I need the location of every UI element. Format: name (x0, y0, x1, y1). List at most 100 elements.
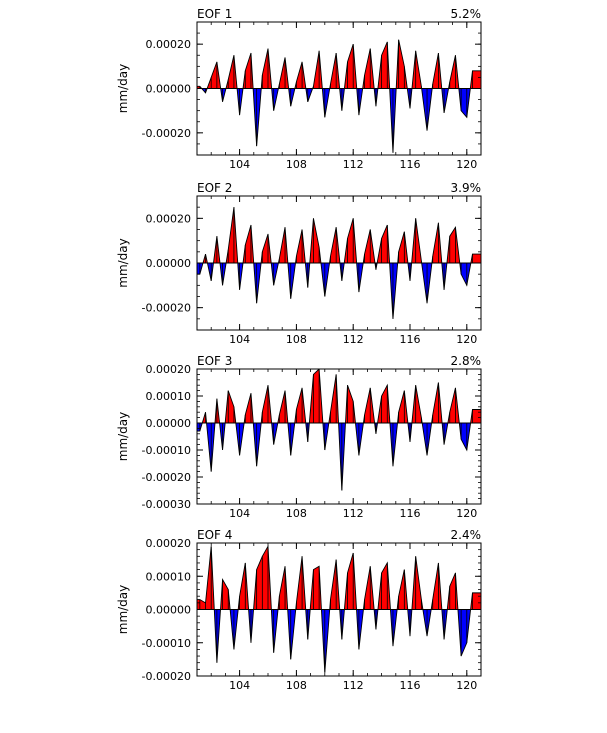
negative-area (356, 88, 363, 116)
y-tick-label: -0.00020 (142, 471, 191, 484)
eof-panel-3: 104 108 112 116 120 0.00020 0.00010 0.00000 -0.0… (116, 354, 482, 520)
positive-area (411, 385, 423, 423)
positive-area (261, 385, 272, 423)
positive-area (363, 387, 375, 423)
x-tick-label: 112 (343, 679, 364, 692)
panel-title: EOF 2 (197, 181, 232, 195)
negative-area (237, 88, 244, 116)
x-tick-label: 108 (286, 333, 307, 346)
y-axis-label: mm/day (116, 238, 130, 288)
plot-area (197, 207, 481, 319)
x-tick-label: 112 (343, 333, 364, 346)
y-tick-label: -0.00030 (142, 498, 191, 511)
positive-area (431, 382, 443, 423)
negative-area (220, 88, 226, 102)
y-tick-label: 0.00000 (146, 417, 192, 430)
positive-area (447, 387, 460, 423)
y-tick-label: -0.00020 (142, 670, 191, 683)
x-tick-label: 108 (286, 507, 307, 520)
y-tick-label: 0.00000 (146, 604, 192, 617)
positive-area (362, 48, 375, 89)
negative-area (356, 263, 364, 293)
x-tick-label: 120 (456, 158, 477, 171)
negative-area (321, 609, 330, 673)
positive-area (431, 222, 442, 263)
plot-area (197, 544, 481, 673)
negative-area (287, 263, 296, 299)
positive-area (470, 592, 481, 610)
positive-area (432, 53, 442, 89)
y-tick-label: 0.00020 (146, 38, 192, 51)
x-tick-label: 116 (400, 679, 421, 692)
positive-area (261, 48, 272, 89)
positive-area (363, 566, 375, 610)
negative-area (441, 88, 449, 113)
positive-area (470, 70, 481, 89)
negative-area (253, 423, 262, 467)
y-tick-label: -0.00020 (142, 127, 191, 140)
plot-area (197, 39, 481, 153)
negative-area (214, 609, 221, 663)
negative-area (253, 263, 262, 304)
positive-area (397, 231, 408, 263)
panel-title: EOF 3 (197, 354, 232, 368)
positive-area (329, 53, 340, 89)
negative-area (206, 423, 215, 472)
y-tick-label: 0.00020 (146, 537, 192, 550)
negative-area (355, 423, 364, 456)
negative-area (207, 263, 214, 281)
negative-area (389, 263, 398, 319)
negative-area (271, 263, 279, 286)
y-tick-label: 0.00010 (146, 390, 192, 403)
y-axis-label: mm/day (116, 64, 130, 114)
plot-area (197, 369, 481, 491)
y-tick-label: -0.00010 (142, 637, 191, 650)
negative-area (389, 423, 398, 467)
negative-area (442, 423, 448, 445)
positive-area (294, 387, 306, 423)
negative-area (320, 263, 330, 297)
positive-area (278, 57, 289, 89)
x-tick-label: 104 (229, 679, 250, 692)
negative-area (237, 263, 244, 290)
y-tick-label: 0.00000 (146, 257, 192, 270)
negative-area (253, 88, 262, 147)
x-tick-label: 112 (343, 507, 364, 520)
negative-area (459, 423, 471, 450)
y-tick-label: 0.00000 (146, 83, 192, 96)
positive-area (377, 41, 390, 89)
positive-area (470, 409, 481, 423)
y-axis-label: mm/day (116, 585, 130, 635)
eof-panel-2: 104 108 112 116 120 0.00020 0.00000 -0.00020 mm/… (116, 181, 482, 346)
x-tick-label: 108 (286, 158, 307, 171)
y-tick-label: 0.00020 (146, 212, 192, 225)
panel-title: EOF 4 (197, 528, 232, 542)
negative-area (390, 609, 398, 647)
x-tick-label: 104 (229, 507, 250, 520)
variance-percent: 2.4% (451, 528, 482, 542)
x-tick-label: 108 (286, 679, 307, 692)
x-tick-label: 116 (400, 507, 421, 520)
positive-area (329, 559, 340, 610)
variance-percent: 3.9% (451, 181, 482, 195)
positive-area (207, 61, 221, 89)
x-tick-label: 116 (400, 158, 421, 171)
negative-area (459, 263, 471, 286)
x-tick-label: 112 (343, 158, 364, 171)
positive-area (411, 218, 422, 263)
y-tick-label: 0.00010 (146, 570, 192, 583)
eof-panel-4: 104 108 112 116 120 0.00020 0.00010 0.00000 -0.0… (116, 528, 482, 692)
variance-percent: 2.8% (451, 354, 482, 368)
variance-percent: 5.2% (451, 7, 482, 21)
positive-area (377, 385, 390, 423)
positive-area (294, 61, 306, 89)
positive-area (411, 50, 422, 89)
x-tick-label: 104 (229, 158, 250, 171)
negative-area (356, 609, 364, 650)
positive-area (363, 229, 375, 263)
positive-area (197, 86, 202, 89)
negative-area (441, 609, 448, 640)
x-tick-label: 104 (229, 333, 250, 346)
negative-area (287, 423, 295, 456)
positive-area (295, 556, 306, 610)
